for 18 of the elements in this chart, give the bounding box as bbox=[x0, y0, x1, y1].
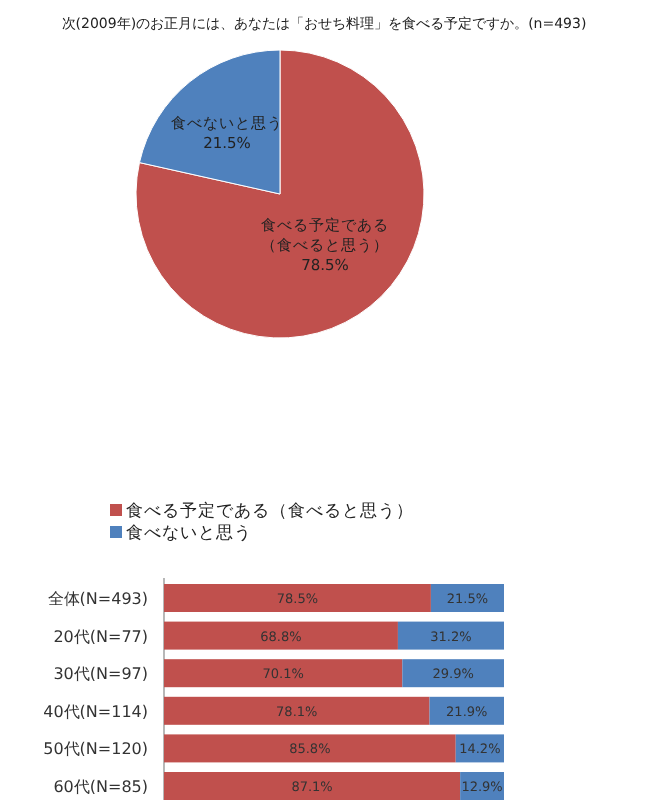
bar bbox=[164, 659, 403, 688]
bar bbox=[397, 621, 504, 650]
y-tick-label: 40代(N=114) bbox=[43, 702, 148, 721]
y-tick-label: 50代(N=120) bbox=[43, 740, 148, 759]
bar bbox=[164, 772, 461, 800]
bar bbox=[164, 734, 456, 763]
y-tick-label: 全体(N=493) bbox=[47, 590, 148, 608]
bar bbox=[164, 584, 431, 612]
legend-label: 食べないと思う bbox=[126, 522, 252, 544]
bar bbox=[164, 696, 430, 725]
bar bbox=[430, 584, 504, 612]
pie-slice bbox=[135, 49, 425, 339]
y-tick-label: 20代(N=77) bbox=[53, 627, 148, 646]
y-tick-label: 60代(N=85) bbox=[53, 778, 148, 796]
bar bbox=[164, 621, 398, 650]
y-tick-label: 30代(N=97) bbox=[53, 665, 148, 684]
legend-label: 食べる予定である（食べると思う） bbox=[126, 500, 414, 522]
bar bbox=[402, 659, 504, 688]
